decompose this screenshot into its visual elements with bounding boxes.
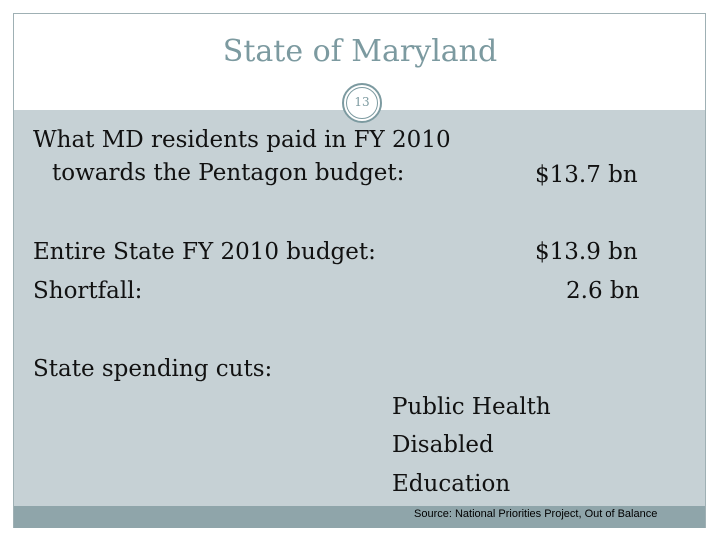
pentagon-label-line1: What MD residents paid in FY 2010 — [33, 127, 451, 153]
cut-item-education: Education — [392, 471, 511, 497]
slide-title: State of Maryland — [222, 34, 498, 69]
cut-item-disabled: Disabled — [392, 432, 494, 458]
cuts-heading: State spending cuts: — [33, 356, 273, 382]
pentagon-label-line2: towards the Pentagon budget: — [52, 160, 405, 186]
source-note: Source: National Priorities Project, Out… — [414, 508, 658, 520]
shortfall-label: Shortfall: — [33, 278, 143, 304]
content-area — [14, 110, 705, 506]
budget-label: Entire State FY 2010 budget: — [33, 239, 376, 265]
footer-bar — [14, 506, 705, 528]
cut-item-public-health: Public Health — [392, 394, 551, 420]
pentagon-value: $13.7 bn — [535, 162, 638, 188]
shortfall-value: 2.6 bn — [566, 278, 640, 304]
slide-number-badge: 13 — [342, 83, 382, 123]
budget-value: $13.9 bn — [535, 239, 638, 265]
slide-number: 13 — [354, 95, 370, 109]
